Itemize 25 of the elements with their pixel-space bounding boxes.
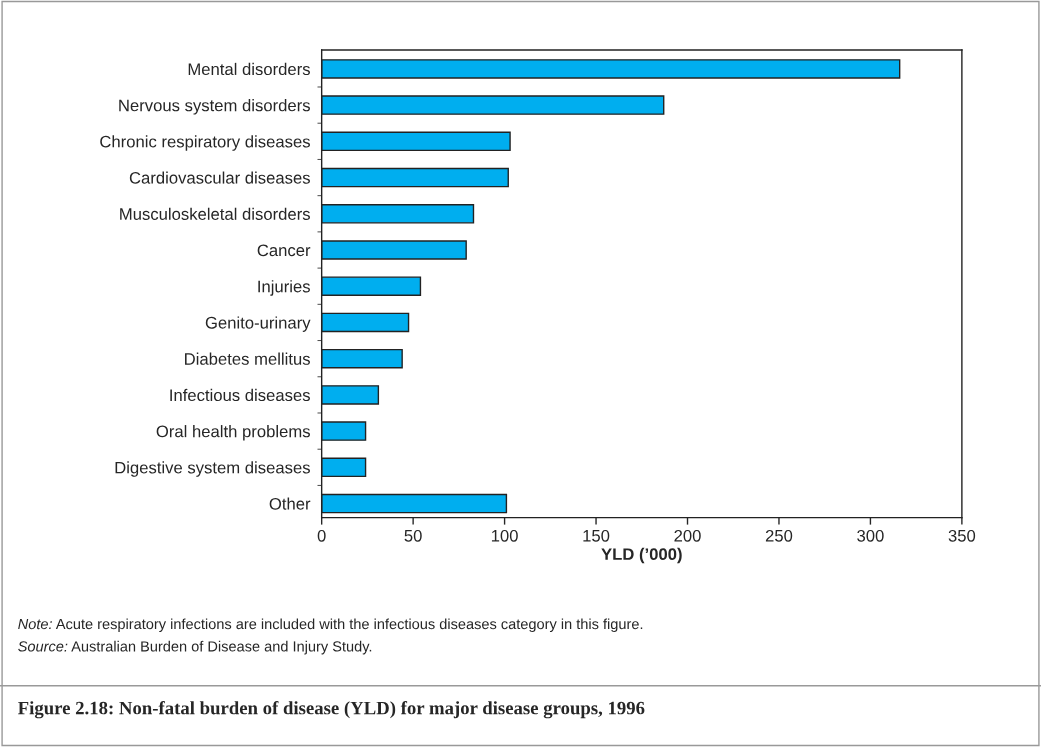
y-tick-label: Mental disorders xyxy=(188,62,310,76)
x-tick-label: 250 xyxy=(765,529,793,542)
text: Figure 2.18: Non-fatal burden of disease (YLD) for major disease groups, 1996 xyxy=(18,700,645,719)
y-tick-label: Digestive system diseases xyxy=(115,461,310,477)
x-tick-label: 150 xyxy=(583,529,610,542)
y-tick-label: Other xyxy=(269,497,311,510)
y-tick-label: Cardiovascular diseases xyxy=(129,171,310,184)
y-tick-label: Nervous system disorders xyxy=(119,99,310,115)
y-tick-label: Musculoskeletal disorders xyxy=(120,207,310,220)
y-tick-label: Diabetes mellitus xyxy=(185,352,310,365)
x-axis-title: YLD (’000) xyxy=(601,547,682,564)
x-tick-label: 100 xyxy=(491,529,518,542)
y-tick-label: Cancer xyxy=(257,244,311,257)
x-tick-label: 50 xyxy=(404,529,422,542)
y-tick-label: Chronic respiratory diseases xyxy=(100,135,310,151)
x-tick-label: 300 xyxy=(857,529,884,542)
y-tick-label: Infectious diseases xyxy=(170,388,310,402)
text: Note: Acute respiratory infections are included with the infectious diseases category in this figure. xyxy=(18,618,643,633)
x-tick-label: 350 xyxy=(948,529,976,542)
y-tick-label: Injuries xyxy=(258,280,310,296)
y-tick-label: Oral health problems xyxy=(156,425,310,441)
x-tick-label: 0 xyxy=(317,529,326,542)
y-tick-label: Genito-urinary xyxy=(205,316,311,332)
source-note: Source: Australian Burden of Disease and Injury Study. xyxy=(18,640,372,655)
x-tick-label: 200 xyxy=(674,529,701,542)
